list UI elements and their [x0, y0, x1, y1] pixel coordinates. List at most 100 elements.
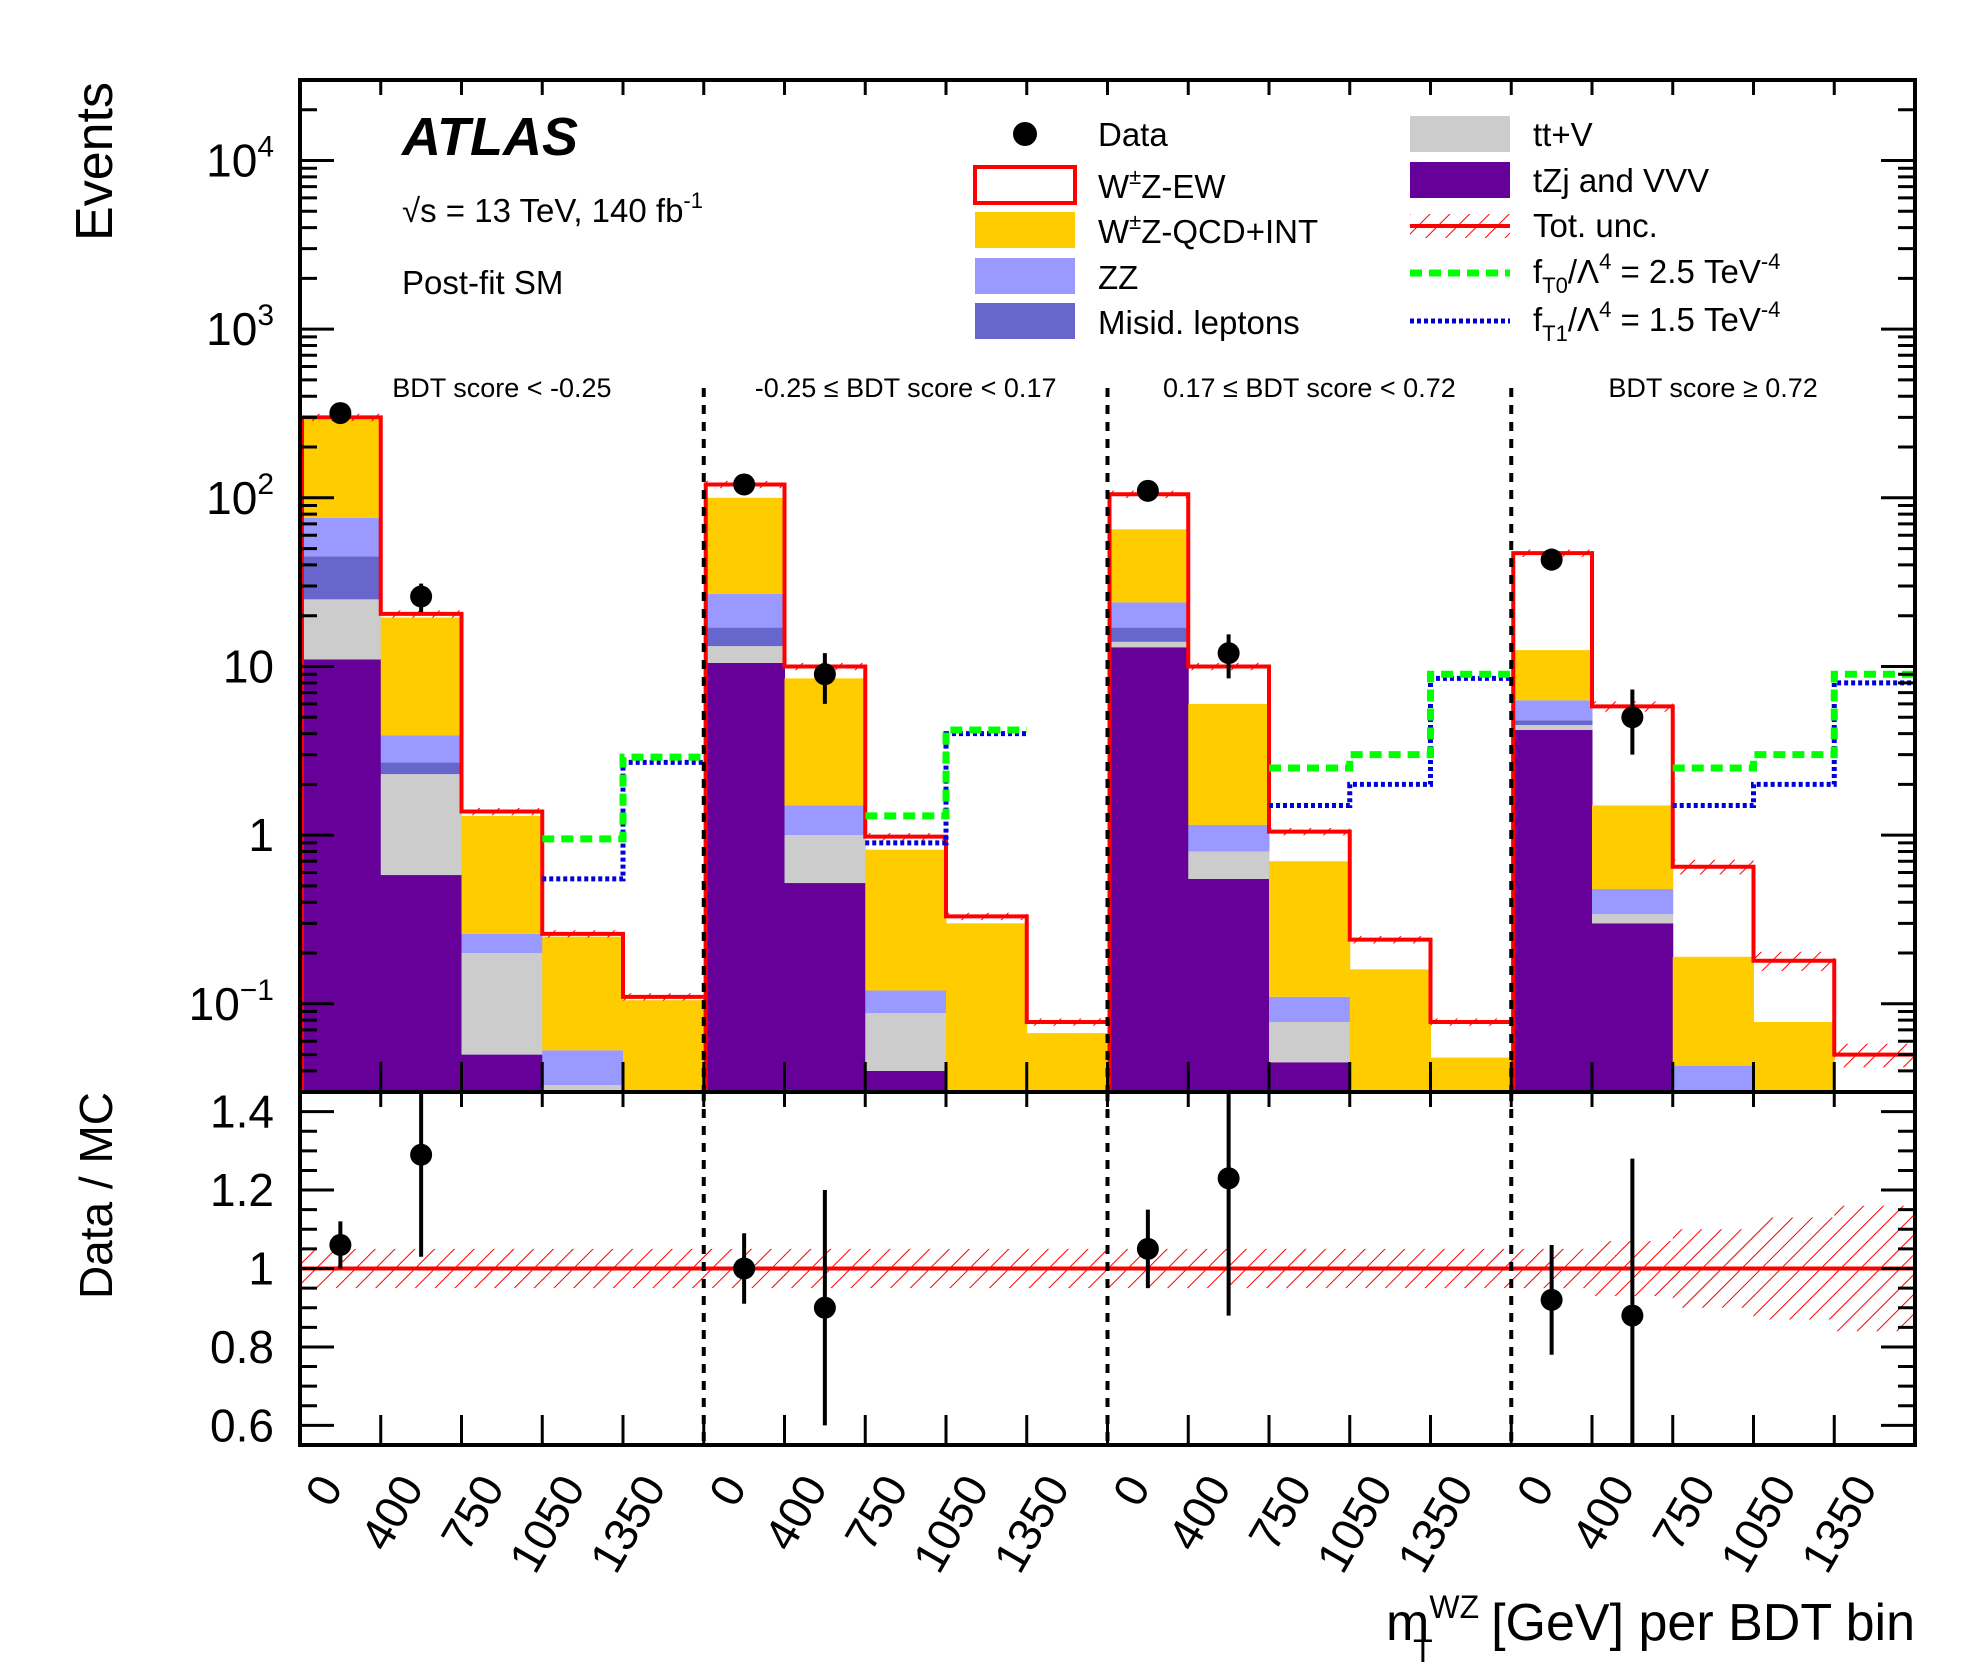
stack-ttv-bin-10	[1107, 641, 1189, 648]
legend-ft1-rest: /Λ	[1568, 301, 1599, 338]
ratio-data-layer	[329, 1092, 1644, 1445]
ytick-label-upper-4: 1	[248, 809, 274, 861]
stack-zz-bin-6	[784, 805, 866, 836]
ytick-label-lower-1: 1.2	[210, 1164, 274, 1216]
stack-wz_qcd-bin-7	[865, 849, 947, 991]
legend-misid-label: Misid. leptons	[1098, 304, 1300, 341]
stack-ttv-bin-1	[380, 774, 462, 876]
stack-wz_qcd-bin-17	[1672, 956, 1754, 1066]
legend-ft1-label: fT1/Λ4 = 1.5 TeV-4	[1533, 297, 1780, 346]
ratio-point-bin-6	[813, 1296, 836, 1319]
y-axis-title-lower: Data / MC	[70, 1092, 122, 1299]
xtick-label-r3-1: 400	[1561, 1466, 1644, 1558]
ytick-label-exp-2: 2	[257, 468, 274, 501]
stack-ttv-bin-5	[703, 646, 785, 663]
ratio-point-bin-16	[1621, 1304, 1644, 1327]
energy-label-sup: -1	[683, 188, 703, 213]
legend-ft0-sup2: -4	[1761, 249, 1781, 274]
stack-ttv-bin-6	[784, 835, 866, 884]
stack-ttv-bin-2	[461, 953, 543, 1055]
stack-wz_qcd-bin-8	[946, 923, 1028, 1092]
ytick-label-lower-3: 0.8	[210, 1321, 274, 1373]
legend-data-label: Data	[1098, 116, 1168, 153]
legend-zz-label: ZZ	[1098, 259, 1138, 296]
ytick-label-base-1: 10	[206, 303, 257, 355]
stack-wz_qcd-bin-13	[1349, 969, 1431, 1092]
region-label-3: BDT score ≥ 0.72	[1608, 373, 1817, 403]
xtick-label-r3-0: 0	[1506, 1466, 1564, 1514]
ratio-point-bin-5	[733, 1257, 756, 1280]
stack-zz-bin-7	[865, 990, 947, 1014]
stack-wz_qcd-bin-1	[380, 617, 462, 736]
ft0-line-region-0	[542, 753, 704, 843]
legend-zz-swatch	[975, 258, 1075, 294]
ratio-point-bin-0	[329, 1233, 352, 1256]
stack-wz_qcd-bin-14	[1430, 1057, 1512, 1092]
stack-wz_qcd-bin-18	[1753, 1022, 1835, 1092]
xtick-label-r3-2: 750	[1642, 1466, 1725, 1558]
legend-ttv-label: tt+V	[1533, 116, 1593, 153]
stack-zz-bin-2	[461, 933, 543, 954]
legend-wz-ew-rest: Z-EW	[1141, 168, 1226, 205]
ytick-label-lower-4: 0.6	[210, 1399, 274, 1451]
stack-tzj-bin-12	[1269, 1062, 1351, 1092]
ytick-label-upper-0: 104	[206, 130, 274, 186]
xtick-label-r2-0: 0	[1102, 1466, 1160, 1514]
wz-ew-outline-region-1	[703, 482, 1108, 1092]
xtick-label-r1-4: 1350	[983, 1466, 1079, 1581]
axis-ticks	[298, 78, 1917, 1447]
stack-ttv-bin-0	[300, 599, 382, 660]
xtick-label-r0-1: 400	[350, 1466, 433, 1558]
stack-zz-bin-5	[703, 593, 785, 628]
xtick-label-r0-0: 0	[295, 1466, 353, 1514]
legend-wz-qcd-rest: Z-QCD+INT	[1141, 213, 1318, 250]
ytick-label-exp-1: 3	[257, 299, 274, 332]
stack-zz-bin-11	[1188, 824, 1270, 852]
stack-wz_qcd-bin-3	[542, 936, 624, 1051]
wz-ew-outline-region-0	[300, 415, 704, 1092]
xtick-label-r1-2: 750	[834, 1466, 917, 1558]
ft0-line-region-3	[1672, 670, 1915, 772]
legend-data-marker	[1013, 122, 1037, 146]
wz-ew-outline-region-2	[1107, 492, 1512, 1092]
region-labels: BDT score < -0.25 -0.25 ≤ BDT score < 0.1…	[392, 373, 1818, 403]
ytick-label-base-0: 10	[206, 134, 257, 186]
xtick-label-r2-2: 750	[1238, 1466, 1321, 1558]
legend-ft1-sup1: 4	[1599, 297, 1611, 322]
ytick-label-base-3: 10	[223, 640, 274, 692]
ratio-point-bin-15	[1540, 1288, 1563, 1311]
stack-wz_qcd-bin-11	[1188, 703, 1270, 825]
data-point-bin-11	[1217, 642, 1240, 665]
legend-tzj-swatch	[1410, 162, 1510, 198]
xtick-label-r2-3: 1050	[1306, 1466, 1402, 1581]
stack-wz_qcd-bin-5	[703, 497, 785, 594]
stack-tzj-bin-16	[1592, 923, 1674, 1092]
legend-unc-label: Tot. unc.	[1533, 207, 1658, 244]
stack-zz-bin-3	[542, 1050, 624, 1086]
legend: Data W±Z-EW W±Z-QCD+INT ZZ Misid. lepton…	[973, 116, 1781, 346]
stack-ttv-bin-16	[1592, 914, 1674, 924]
ratio-point-bin-10	[1136, 1237, 1159, 1260]
stack-wz_qcd-bin-4	[623, 1000, 705, 1092]
stack-tzj-bin-6	[784, 883, 866, 1092]
stack-misid-bin-0	[300, 556, 382, 600]
x-axis-title-rest: [GeV] per BDT bin	[1477, 1594, 1915, 1652]
ratio-point-bin-1	[410, 1143, 433, 1166]
ytick-label-exp-5: −1	[240, 974, 274, 1007]
stack-tzj-bin-10	[1107, 647, 1189, 1092]
y-axis-title-upper: Events	[66, 82, 124, 241]
xtick-label-r3-3: 1050	[1710, 1466, 1806, 1581]
region-dividers	[701, 388, 1514, 1445]
stack-ttv-bin-12	[1269, 1022, 1351, 1063]
region-label-1: -0.25 ≤ BDT score < 0.17	[755, 373, 1057, 403]
stack-wz_qcd-bin-0	[300, 419, 382, 518]
xtick-label-r3-4: 1350	[1791, 1466, 1887, 1581]
stack-tzj-bin-2	[461, 1054, 543, 1092]
stack-wz_qcd-bin-15	[1511, 650, 1593, 701]
ytick-label-exp-0: 4	[257, 130, 274, 163]
stack-misid-bin-15	[1511, 720, 1593, 725]
stack-misid-bin-1	[380, 762, 462, 775]
legend-wz-ew-swatch	[973, 165, 1077, 205]
ft1-line-region-2	[1269, 675, 1512, 808]
